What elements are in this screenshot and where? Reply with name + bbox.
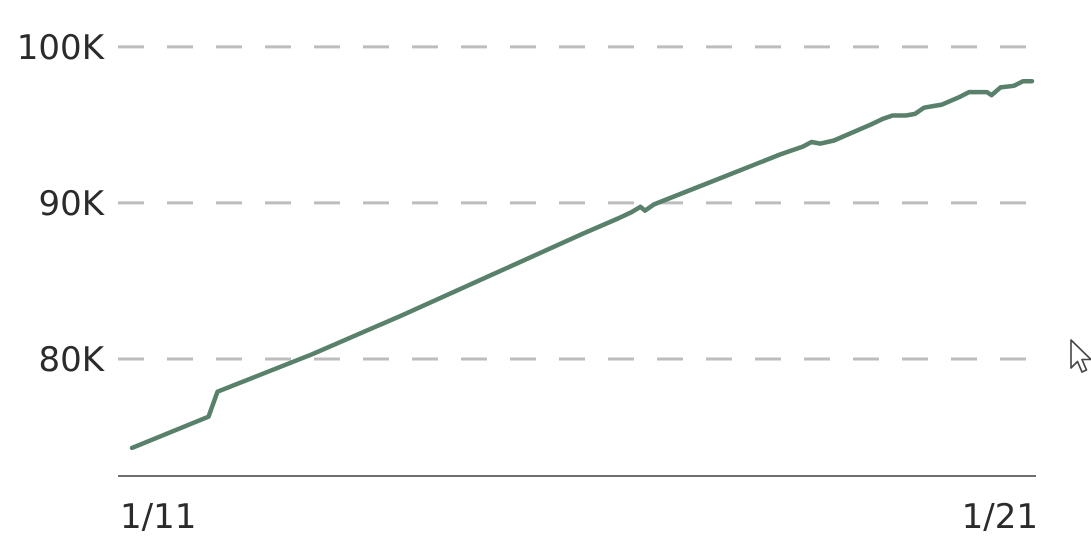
mouse-pointer-icon (1070, 339, 1091, 373)
y-axis-tick-labels: 80K 90K 100K (17, 28, 106, 380)
y-tick-label: 80K (38, 340, 105, 380)
y-tick-label: 100K (17, 28, 106, 68)
x-tick-label: 1/11 (120, 497, 196, 536)
series-line-0 (129, 78, 1035, 451)
gridlines (118, 45, 1036, 361)
x-axis-tick-labels: 1/11 1/21 (120, 497, 1038, 536)
series-lines (129, 78, 1035, 451)
y-tick-label: 90K (38, 184, 105, 224)
x-tick-label: 1/21 (962, 497, 1038, 536)
